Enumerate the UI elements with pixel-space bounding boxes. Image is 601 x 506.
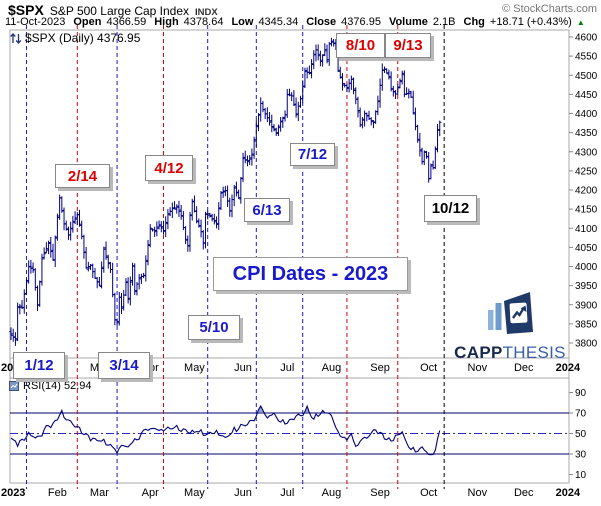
symbol-name: S&P 500 Large Cap Index: [49, 4, 190, 18]
price-axis-label: 4600: [575, 33, 598, 44]
bottom-x-axis: 2023 Feb Mar Apr May Jun Jul Aug Sep Oct Nov Dec 202…: [1, 487, 581, 499]
logo-word-capp: CAPP: [454, 343, 503, 362]
symbol: $SPX: [8, 2, 44, 18]
x-axis-label: Sep: [370, 487, 390, 499]
cpi-date-box-6-13: 6/13: [244, 198, 290, 222]
x-axis-label: Apr: [142, 487, 159, 499]
x-axis-label: Nov: [468, 487, 488, 499]
change-up-icon: ▲: [576, 18, 585, 27]
high-value: 4378.64: [183, 16, 224, 28]
main-chart-label-text: $SPX (Daily) 4376.95: [25, 31, 141, 45]
cpi-date-box-1-12: 1/12: [13, 352, 65, 379]
open-value: 4366.59: [106, 16, 147, 28]
price-axis-label: 4150: [575, 205, 598, 216]
x-axis-label: Aug: [322, 487, 342, 499]
rsi-axis-label: 50: [575, 429, 587, 440]
price-axis-label: 4050: [575, 243, 598, 254]
x-axis-label: May: [184, 362, 205, 374]
high-label: High: [154, 16, 179, 28]
rsi-axis-label: 30: [575, 450, 587, 461]
x-axis-label: Dec: [514, 362, 534, 374]
low-label: Low: [231, 16, 254, 28]
volume-value: 2.1B: [432, 16, 456, 28]
price-axis-label: 3900: [575, 300, 598, 311]
cpi-date-box-4-12: 4/12: [145, 155, 193, 181]
open-label: Open: [73, 16, 102, 28]
cpi-date-box-2-14: 2/14: [55, 164, 110, 188]
price-axis-label: 4400: [575, 109, 598, 120]
logo-word-thesis: THESIS: [502, 343, 566, 362]
chart-outer-border: [9, 29, 570, 484]
cpi-dates-title-box: CPI Dates - 2023: [213, 257, 408, 291]
rsi-axis: 90 70 50 30 10: [569, 388, 587, 481]
price-axis-label: 4000: [575, 262, 598, 273]
x-axis-label: 2024: [556, 362, 581, 374]
price-axis-label: 4550: [575, 52, 598, 63]
updown-arrows-icon: [10, 32, 22, 44]
rsi-axis-label: 90: [575, 388, 587, 399]
cpi-date-box-9-13: 9/13: [385, 33, 431, 58]
x-axis-label: Sep: [370, 362, 390, 374]
x-axis-label: 2023: [1, 487, 25, 499]
rsi-axis-label: 70: [575, 409, 587, 420]
chg-value: +18.71 (+0.43%): [489, 16, 572, 28]
x-axis-label: May: [184, 487, 205, 499]
x-axis-label: 2024: [556, 487, 581, 499]
cpi-date-box-8-10: 8/10: [336, 33, 385, 58]
close-value: 4376.95: [341, 16, 381, 28]
low-value: 4345.34: [258, 16, 299, 28]
rsi-axis-label: 10: [575, 470, 587, 481]
x-axis-label: Feb: [48, 487, 67, 499]
price-axis-label: 4500: [575, 71, 598, 82]
cappthesis-logo: CAPPTHESIS: [451, 291, 569, 363]
price-axis-label: 3850: [575, 319, 598, 330]
cpi-date-box-3-14: 3/14: [98, 352, 150, 379]
x-axis-label: Aug: [322, 362, 342, 374]
price-axis: 4600 4550 4500 4450 4400 4350 4300 4250 4200 4150…: [569, 33, 598, 350]
price-axis-label: 4300: [575, 147, 598, 158]
close-label: Close: [306, 16, 337, 28]
rsi-line: [10, 404, 441, 456]
x-axis-label: Oct: [420, 362, 437, 374]
price-axis-label: 4100: [575, 224, 598, 235]
quote-strip: 11-Oct-2023 Open 4366.59 High 4378.64 Lo…: [5, 16, 585, 28]
indicator-icon: [9, 381, 19, 391]
price-axis-label: 3950: [575, 281, 598, 292]
price-axis-label: 4350: [575, 128, 598, 139]
exchange: INDX: [195, 7, 218, 18]
x-axis-label: Jun: [234, 362, 252, 374]
x-axis-label: Dec: [514, 487, 534, 499]
x-axis-label: Nov: [468, 362, 488, 374]
ohlc-bars: [9, 37, 442, 346]
price-axis-label: 4450: [575, 90, 598, 101]
quote-date: 11-Oct-2023: [5, 16, 66, 28]
x-axis-label: Oct: [420, 487, 437, 499]
cappthesis-logo-icon: [488, 292, 533, 334]
chart-header: $SPX S&P 500 Large Cap Index INDX: [8, 2, 218, 18]
mid-x-axis: 2023FebMarAprMayJunJulAugSepOctNovDec202…: [1, 362, 581, 374]
cpi-dates-title-text: CPI Dates - 2023: [232, 262, 389, 285]
main-chart-label: $SPX (Daily) 4376.95: [9, 31, 140, 45]
rsi-panel-label: RSI(14) 52.94: [9, 380, 91, 392]
volume-label: Volume: [388, 16, 428, 28]
cpi-date-box-10-12: 10/12: [424, 195, 477, 222]
stockcharts-copyright-link[interactable]: © StockCharts.com: [502, 3, 597, 15]
chg-label: Chg: [463, 16, 485, 28]
price-axis-label: 4250: [575, 166, 598, 177]
x-axis-label: Jul: [280, 487, 294, 499]
x-axis-label: Jun: [234, 487, 252, 499]
price-axis-label: 3800: [575, 339, 598, 350]
price-axis-label: 4200: [575, 186, 598, 197]
x-axis-label: Mar: [90, 487, 109, 499]
cpi-date-box-7-12: 7/12: [290, 143, 335, 166]
cpi-date-box-5-10: 5/10: [188, 315, 240, 340]
x-axis-label: Jul: [280, 362, 294, 374]
rsi-label-text: RSI(14) 52.94: [23, 380, 92, 392]
